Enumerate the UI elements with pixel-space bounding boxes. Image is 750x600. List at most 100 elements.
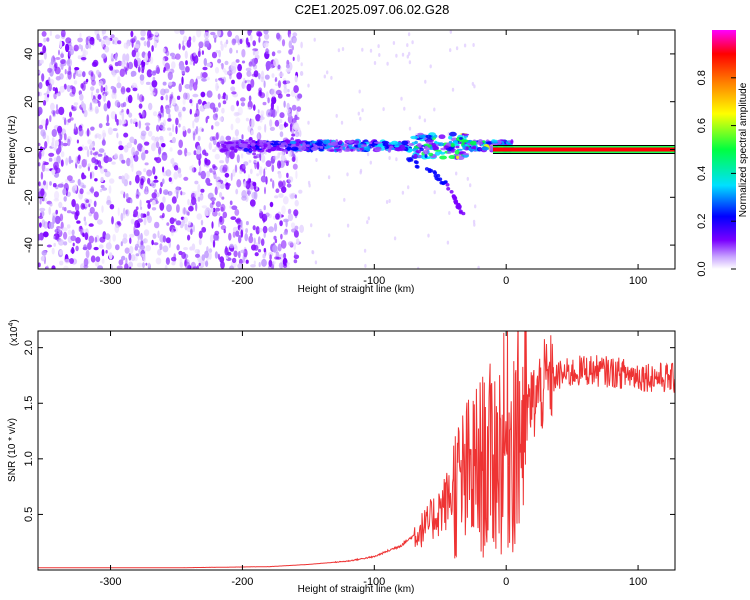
noise-blob	[208, 142, 212, 151]
noise-blob	[186, 39, 192, 48]
sparse-noise	[335, 113, 338, 118]
signal-blob	[311, 146, 318, 151]
noise-blob	[222, 100, 227, 105]
signal-blob	[445, 145, 449, 149]
noise-blob	[38, 162, 41, 167]
colorbar-axis: 0.0 0.2 0.4 0.6 0.8	[696, 70, 736, 277]
signal-blob	[338, 140, 343, 145]
signal-blob	[461, 133, 470, 136]
noise-blob	[145, 125, 150, 132]
snr-layer	[38, 331, 675, 569]
sparse-noise	[433, 107, 436, 112]
noise-blob	[93, 211, 99, 221]
noise-blob	[175, 220, 182, 226]
noise-blob	[93, 191, 99, 198]
noise-blob	[163, 88, 170, 94]
noise-blob	[66, 210, 72, 214]
noise-blob	[176, 191, 179, 199]
signal-blob	[258, 148, 262, 151]
noise-blob	[137, 143, 143, 152]
noise-blob	[63, 241, 68, 246]
sparse-noise	[451, 87, 455, 92]
noise-blob	[206, 115, 210, 120]
noise-blob	[175, 125, 178, 135]
noise-blob	[176, 109, 183, 114]
noise-blob	[252, 152, 256, 156]
noise-blob	[235, 112, 241, 116]
y-tick-label: 0	[23, 146, 35, 152]
noise-blob	[274, 78, 277, 83]
noise-blob	[154, 31, 159, 36]
noise-blob	[128, 112, 133, 118]
noise-blob	[272, 180, 275, 189]
noise-blob	[294, 131, 300, 138]
noise-blob	[200, 219, 204, 226]
noise-blob	[118, 175, 123, 180]
noise-blob	[234, 208, 240, 216]
noise-blob	[252, 50, 255, 56]
noise-blob	[141, 68, 145, 74]
signal-blob	[374, 145, 383, 148]
noise-blob	[243, 169, 246, 174]
noise-blob	[189, 108, 192, 115]
noise-blob	[78, 127, 84, 137]
noise-blob	[78, 164, 82, 169]
noise-blob	[91, 99, 98, 105]
noise-blob	[185, 261, 191, 269]
noise-blob	[140, 30, 146, 37]
noise-blob	[90, 71, 94, 77]
noise-blob	[94, 154, 98, 159]
noise-blob	[286, 172, 289, 178]
noise-blob	[129, 233, 135, 238]
noise-blob	[223, 228, 226, 234]
noise-blob	[201, 205, 208, 209]
signal-blob	[429, 146, 433, 151]
noise-blob	[253, 104, 256, 111]
noise-blob	[240, 219, 243, 228]
snr-multiplier: (x104)	[8, 319, 20, 346]
sparse-noise	[386, 61, 389, 66]
noise-blob	[62, 116, 65, 120]
noise-blob	[69, 48, 75, 56]
signal-blob	[399, 147, 407, 150]
noise-blob	[211, 51, 218, 59]
noise-blob	[190, 228, 193, 235]
noise-blob	[114, 224, 120, 233]
noise-blob	[227, 30, 233, 37]
noise-blob	[119, 68, 126, 78]
noise-blob	[257, 249, 262, 253]
signal-blob	[249, 149, 253, 152]
sparse-noise	[392, 41, 396, 45]
noise-blob	[153, 40, 158, 49]
noise-blob	[295, 170, 298, 179]
noise-blob	[82, 50, 89, 56]
noise-blob	[257, 236, 261, 245]
noise-blob	[275, 188, 280, 193]
noise-blob	[215, 132, 219, 141]
noise-blob	[273, 58, 279, 68]
noise-blob	[69, 258, 74, 264]
noise-blob	[217, 85, 220, 89]
noise-blob	[129, 266, 132, 269]
signal-blob	[240, 143, 248, 148]
noise-blob	[77, 178, 81, 186]
noise-blob	[218, 221, 220, 228]
noise-blob	[145, 81, 151, 85]
noise-blob	[162, 196, 166, 204]
noise-blob	[124, 263, 129, 269]
noise-blob	[245, 67, 252, 72]
noise-blob	[178, 123, 181, 128]
noise-blob	[150, 92, 156, 96]
noise-blob	[278, 118, 283, 124]
noise-blob	[154, 136, 160, 142]
noise-blob	[49, 181, 52, 186]
signal-blob	[462, 144, 466, 150]
x-tick-label: -300	[100, 576, 122, 588]
noise-blob	[86, 127, 90, 137]
noise-blob	[63, 231, 68, 240]
noise-blob	[182, 45, 186, 51]
branch-blob	[445, 183, 450, 187]
noise-blob	[111, 161, 116, 165]
signal-blob	[287, 143, 292, 146]
noise-blob	[99, 189, 103, 193]
